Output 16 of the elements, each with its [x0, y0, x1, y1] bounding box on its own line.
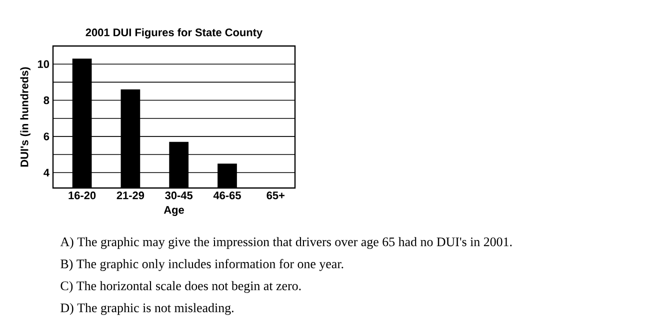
x-tick-label: 21-29	[116, 192, 144, 200]
text: D) The graphic is not misleading.	[60, 303, 234, 315]
x-tick-label: 30-45	[165, 192, 193, 200]
chart-title: 2001 DUI Figures for State County	[86, 28, 263, 38]
y-tick-label: 6	[44, 132, 50, 140]
y-axis-title: DUI's (in hundreds)	[20, 67, 30, 167]
y-tick-label: 8	[44, 96, 50, 104]
y-tick-label: 4	[44, 168, 50, 176]
x-tick-label: 46-65	[213, 192, 241, 200]
text: A) The graphic may give the impression that drivers over age 65 had no DUI's in 2001.	[60, 237, 512, 249]
x-tick-label: 65+	[266, 192, 284, 200]
x-axis-title: Age	[164, 206, 184, 216]
text: B) The graphic only includes information for one year.	[60, 259, 344, 271]
x-tick-label: 16-20	[68, 192, 96, 200]
y-tick-label: 10	[38, 60, 50, 68]
text: C) The horizontal scale does not begin at zero.	[60, 281, 301, 293]
